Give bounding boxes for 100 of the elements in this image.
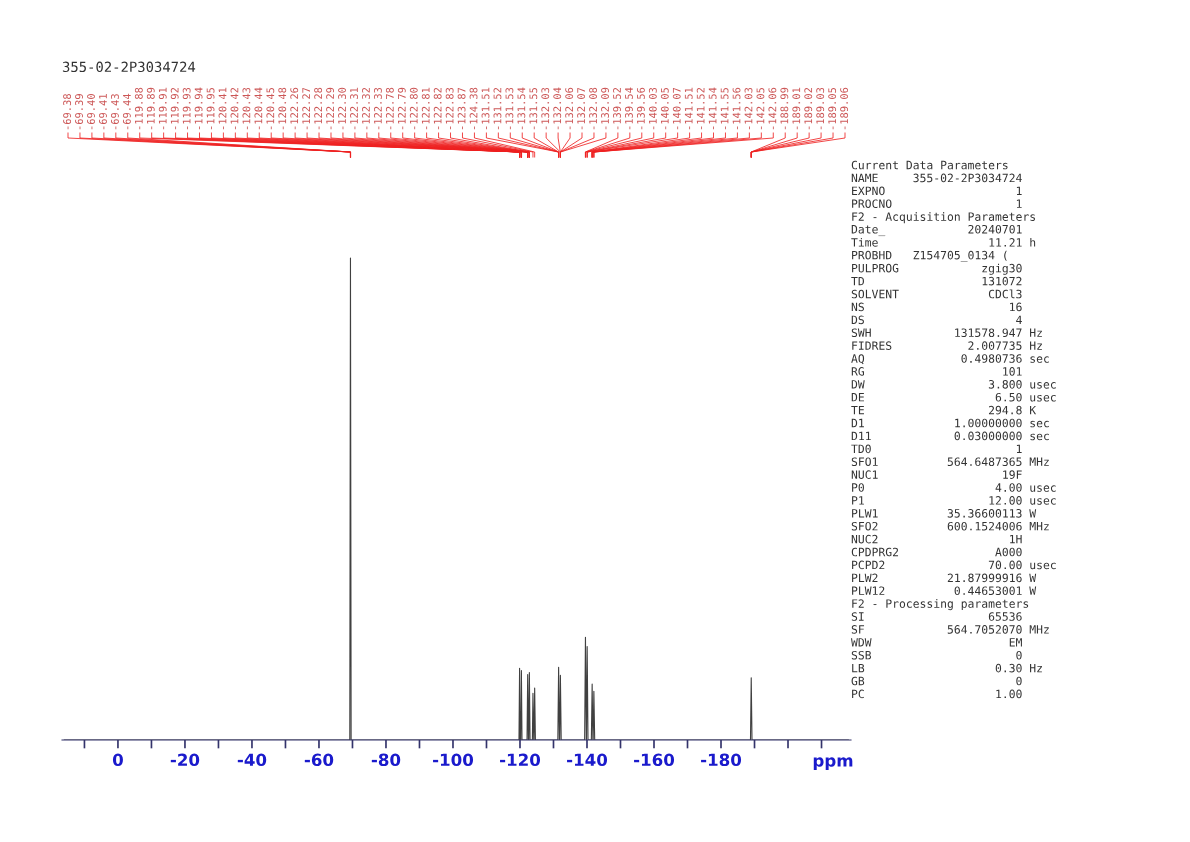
annotation: -132.06 [565,87,574,130]
annotation: -131.51 [481,87,490,130]
annotation: -119.92 [170,87,179,130]
annotation: -122.32 [362,87,370,130]
x-tick-label: -40 [237,753,267,767]
text: F2 - Processing parameters [852,599,1029,611]
annotation: -189.06 [840,87,849,130]
annotation: -140.05 [660,87,669,130]
text: P1 12.00 usec [852,496,1056,505]
annotation: -122.28 [314,87,323,130]
text: PROCNO 1 [852,199,1022,209]
annotation: -122.27 [302,87,310,130]
x-tick-label: 0 [112,753,123,767]
annotation: -120.41 [218,87,227,130]
annotation: -139.52 [613,87,621,130]
text: CPDPRG2 A000 [851,547,1022,557]
annotation: -131.55 [529,87,538,130]
text: FIDRES 2.007735 Hz [852,341,1042,350]
annotation: -188.99 [780,87,789,130]
annotation: -141.52 [696,87,705,130]
text: PC 1.00 [852,689,1022,699]
annotation: -122.79 [397,87,406,130]
x-tick-label: -160 [634,753,675,767]
text: Time 11.21 h [851,237,1036,247]
text: AQ 0.4980736 sec [851,354,1049,365]
x-tick-label: -80 [371,753,401,767]
annotation: -189.05 [828,87,837,130]
text: NUC2 1H [851,534,1022,544]
text: PLW2 21.87999916 W [852,573,1037,583]
text: Current Data Parameters [851,160,1008,170]
text: D11 0.03000000 sec [851,431,1049,441]
annotation: -119.88 [134,87,143,130]
text: TD 131072 [851,276,1022,286]
text: TD0 1 [851,444,1022,454]
x-axis-title: ppm [813,757,853,771]
annotation: -131.52 [493,87,502,130]
annotation: -131.53 [505,87,514,130]
x-tick-label: -20 [170,753,200,767]
text: LB 0.30 Hz [852,663,1042,673]
annotation: -69.40 [87,94,95,130]
annotation: -69.39 [75,94,83,130]
text: SF 564.7052070 MHz [851,625,1049,634]
text: SWH 131578.947 Hz [851,328,1042,338]
annotation: -139.54 [625,87,633,130]
text: WDW EM [851,638,1022,647]
text: D1 1.00000000 sec [851,418,1049,428]
annotation: -122.29 [326,87,335,130]
text: DE 6.50 usec [851,392,1056,402]
x-tick-label: -100 [433,753,474,767]
annotation: -142.06 [768,87,777,130]
text: F2 - Acquisition Parameters [852,212,1035,224]
text: EXPNO 1 [852,186,1022,196]
annotation: -132.07 [577,87,586,130]
text: SI 65536 [851,612,1022,621]
annotation: -139.56 [636,87,645,130]
annotation: -124.38 [469,87,478,130]
annotation: -141.55 [720,87,729,130]
annotation: -141.54 [708,87,717,130]
text: PROBHD Z154705_0134 ( [852,250,1007,262]
annotation: -120.44 [254,87,263,130]
annotation: -122.33 [373,87,382,130]
x-tick-label: -180 [701,753,742,767]
x-tick-label: -60 [304,753,334,767]
annotation: -69.43 [110,94,119,130]
annotation: -119.91 [158,87,167,130]
text: NAME 355-02-2P3034724 [851,173,1022,183]
annotation: -119.94 [194,87,203,130]
annotation: -141.56 [732,87,741,130]
annotation: -189.01 [792,87,801,130]
annotation: -132.08 [589,87,598,130]
x-tick-label: -140 [567,753,608,767]
annotation: -120.42 [230,87,239,130]
annotation: -132.09 [601,87,609,130]
text: SSB 0 [851,650,1022,660]
annotation: -132.04 [553,87,562,130]
text: SOLVENT CDCl3 [851,289,1022,299]
text: GB 0 [851,676,1022,686]
text: DS 4 [851,315,1022,325]
annotation: -119.93 [182,87,191,130]
text: DW 3.800 usec [851,380,1056,389]
annotation: -140.07 [672,87,681,130]
annotation: -122.83 [445,87,454,130]
x-tick-label: -120 [500,753,541,767]
annotation: -122.82 [433,87,442,130]
annotation: -132.03 [541,87,550,130]
annotation: -189.03 [816,87,825,130]
annotation: -123.87 [457,87,466,130]
annotation: -69.41 [99,94,107,130]
text: NS 16 [851,302,1022,312]
annotation: -120.45 [266,87,275,130]
annotation: -122.26 [290,87,299,130]
annotation: -119.89 [146,87,155,130]
annotation: -119.95 [206,87,215,130]
annotation: -131.54 [517,87,526,130]
text: Date_ 20240701 [851,224,1022,237]
annotation: -189.02 [804,87,813,130]
text: PULPROG zgig30 [852,263,1022,275]
text: SFO1 564.6487365 MHz [851,457,1049,467]
annotation: -141.51 [684,87,693,130]
annotation: -140.03 [648,87,657,130]
